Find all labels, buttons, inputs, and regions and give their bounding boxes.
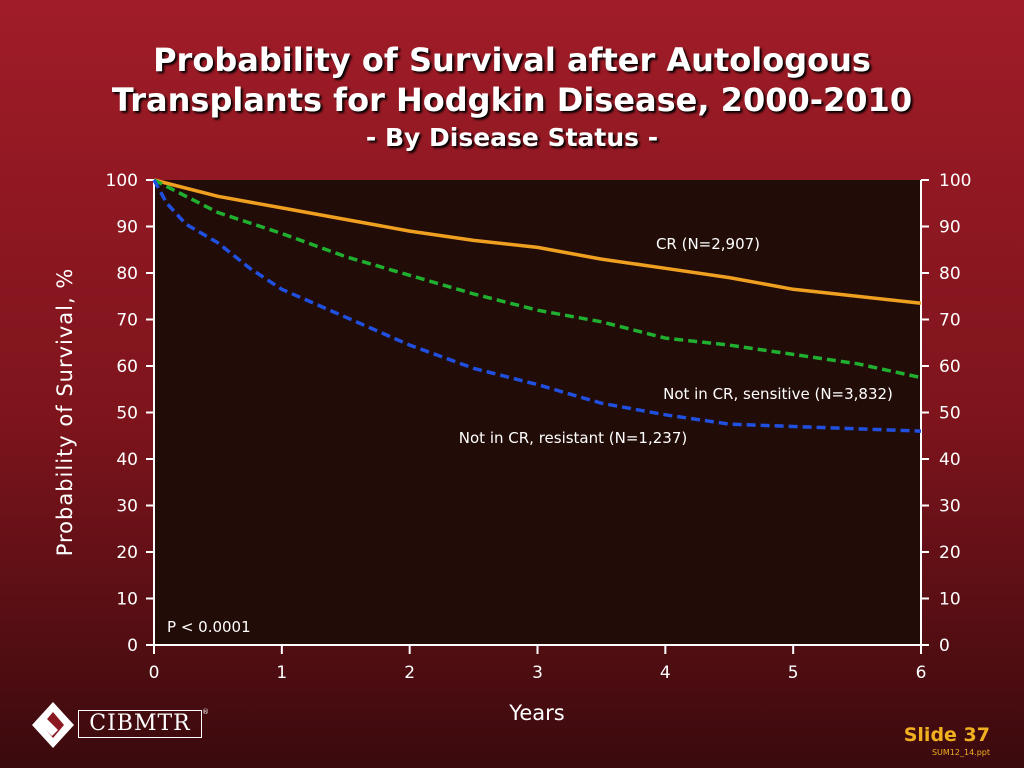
y-tick-label-right: 0	[939, 636, 950, 656]
p-value-annotation: P < 0.0001	[167, 618, 251, 636]
y-tick-label-left: 90	[116, 218, 138, 238]
y-axis-label: Probability of Survival, %	[53, 268, 77, 557]
diamond-logo-icon	[32, 702, 74, 748]
x-tick-label: 3	[532, 663, 543, 683]
y-tick-label-left: 20	[116, 543, 138, 563]
y-tick-label-left: 70	[116, 311, 138, 331]
plot-area	[154, 180, 921, 645]
y-tick-label-left: 80	[116, 264, 138, 284]
series-label-1: CR (N=2,907)	[656, 235, 760, 253]
y-tick-label-right: 40	[939, 450, 961, 470]
slide-number: Slide 37	[903, 724, 990, 746]
series-label-3: Not in CR, resistant (N=1,237)	[459, 429, 687, 447]
logo-wordmark: CIBMTR	[78, 710, 202, 738]
cibmtr-logo: CIBMTR ®	[30, 700, 210, 750]
y-tick-label-right: 60	[939, 357, 961, 377]
y-tick-label-right: 10	[939, 590, 961, 610]
y-tick-label-right: 20	[939, 543, 961, 563]
x-axis-label: Years	[508, 701, 564, 725]
registered-mark: ®	[202, 708, 209, 716]
y-tick-label-right: 90	[939, 218, 961, 238]
series-layer	[152, 178, 922, 433]
y-tick-label-left: 50	[116, 404, 138, 424]
series-line-2	[153, 178, 922, 380]
slide-subtitle: - By Disease Status -	[365, 123, 659, 152]
slide-title-line-2: Transplants for Hodgkin Disease, 2000-20…	[111, 81, 913, 119]
y-tick-label-left: 60	[116, 357, 138, 377]
y-tick-label-left: 30	[116, 497, 138, 517]
series-label-2: Not in CR, sensitive (N=3,832)	[663, 385, 893, 403]
x-tick-label: 6	[916, 663, 927, 683]
file-name: SUM12_14.ppt	[931, 748, 990, 757]
series-line-3	[152, 179, 922, 433]
y-tick-label-right: 100	[939, 171, 971, 191]
y-tick-label-right: 80	[939, 264, 961, 284]
x-tick-label: 1	[276, 663, 287, 683]
y-tick-label-right: 70	[939, 311, 961, 331]
y-tick-label-right: 50	[939, 404, 961, 424]
y-tick-label-left: 10	[116, 590, 138, 610]
series-line-1	[153, 178, 922, 305]
x-tick-label: 2	[404, 663, 415, 683]
slide-title-line-1: Probability of Survival after Autologous	[153, 41, 871, 79]
y-tick-label-right: 30	[939, 497, 961, 517]
y-tick-label-left: 100	[106, 171, 138, 191]
y-tick-label-left: 0	[127, 636, 138, 656]
x-tick-label: 0	[149, 663, 160, 683]
labels-layer: CR (N=2,907) Not in CR, sensitive (N=3,83…	[167, 235, 893, 636]
x-tick-label: 4	[660, 663, 671, 683]
y-tick-label-left: 40	[116, 450, 138, 470]
x-tick-label: 5	[788, 663, 799, 683]
